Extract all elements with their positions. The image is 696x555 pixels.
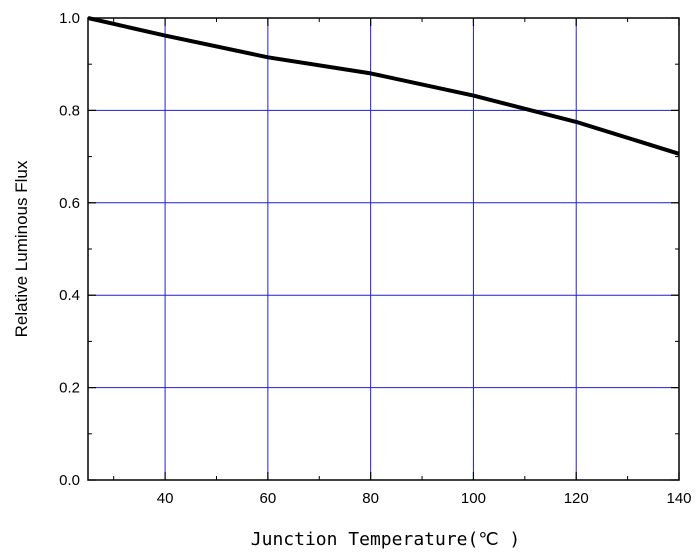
tick-labels: 40 60 80 100 120 140 0.0 0.2 0.4 0.6 0.8 1.0 — [59, 10, 691, 507]
y-tick-label: 0.8 — [59, 102, 80, 119]
y-tick-label: 1.0 — [59, 10, 80, 27]
plot-frame — [87, 17, 680, 481]
series — [87, 16, 680, 156]
y-tick-label: 0.0 — [59, 472, 80, 489]
x-tick-label: 40 — [157, 490, 174, 507]
x-axis-title: Junction Temperature(℃ ) — [251, 529, 520, 550]
x-tick-label: 100 — [461, 490, 486, 507]
x-tick-label: 80 — [362, 490, 379, 507]
x-tick-label: 60 — [260, 490, 277, 507]
y-tick-label: 0.2 — [59, 380, 80, 397]
series-line — [87, 16, 680, 156]
grid — [88, 18, 679, 480]
y-tick-label: 0.6 — [59, 195, 80, 212]
axis-ticks — [88, 17, 680, 481]
x-tick-label: 120 — [564, 490, 589, 507]
y-tick-label: 0.4 — [59, 287, 80, 304]
y-axis-title: Relative Luminous Flux — [12, 160, 31, 337]
x-tick-label: 140 — [666, 490, 691, 507]
